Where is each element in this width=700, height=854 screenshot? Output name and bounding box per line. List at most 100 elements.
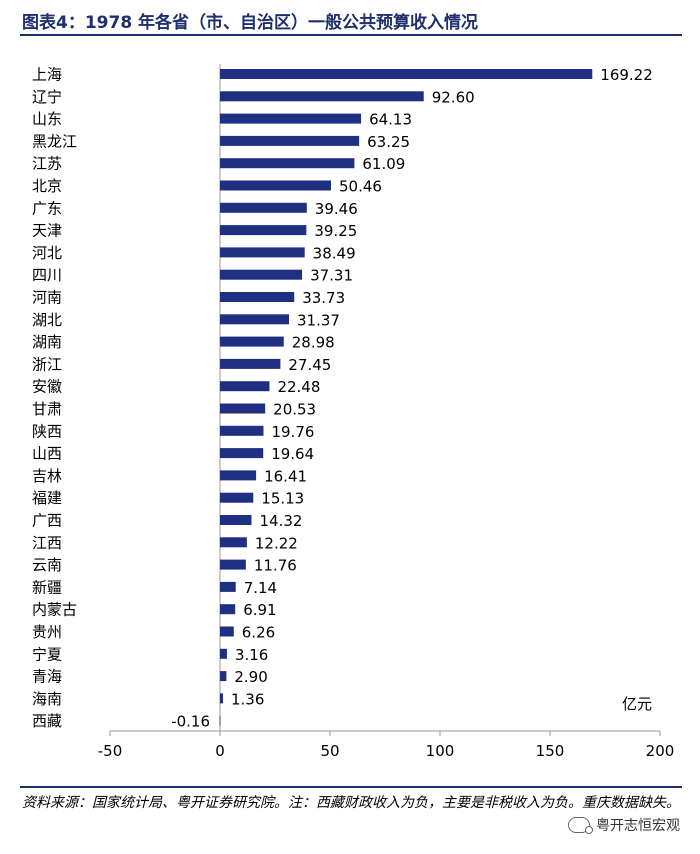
bar	[220, 626, 234, 637]
data-label: 6.91	[243, 601, 276, 619]
x-tick-label: 50	[320, 742, 339, 760]
bar	[220, 381, 270, 392]
data-label: 15.13	[261, 490, 304, 508]
category-label: 广东	[32, 199, 62, 217]
bar	[220, 358, 281, 369]
category-label: 山西	[32, 445, 62, 463]
x-tick-label: -50	[98, 742, 123, 760]
data-label: 7.14	[244, 579, 277, 597]
data-label: 1.36	[231, 690, 264, 708]
data-label: 3.16	[235, 646, 268, 664]
title-rule	[20, 34, 682, 36]
category-label: 江苏	[32, 155, 62, 173]
bar	[220, 671, 227, 682]
category-label: 贵州	[32, 623, 62, 641]
data-label: 33.73	[302, 289, 345, 307]
data-label: 63.25	[367, 133, 410, 151]
chart-title: 图表4：1978 年各省（市、自治区）一般公共预算收入情况	[22, 13, 479, 33]
category-label: 天津	[32, 222, 62, 240]
category-label: 黑龙江	[32, 132, 77, 150]
bar	[220, 292, 295, 302]
data-label: 61.09	[362, 155, 405, 173]
data-label: 169.22	[600, 66, 653, 84]
data-label: 16.41	[264, 467, 307, 485]
bar	[219, 715, 221, 726]
bar	[220, 135, 360, 146]
bar	[220, 581, 236, 592]
bar	[220, 269, 303, 280]
category-label: 广西	[32, 512, 62, 530]
unit-label: 亿元	[622, 695, 652, 713]
category-label: 海南	[32, 690, 62, 708]
bar	[220, 492, 254, 503]
data-label: 22.48	[277, 378, 320, 396]
category-label: 四川	[32, 266, 62, 284]
bar	[220, 202, 307, 213]
watermark: 粤开志恒宏观	[568, 815, 680, 835]
data-label: -0.16	[171, 713, 210, 731]
category-label: 辽宁	[32, 88, 62, 106]
x-tick-label: 0	[215, 742, 225, 760]
data-label: 12.22	[255, 534, 298, 552]
footer-rule	[20, 786, 682, 788]
bar	[220, 470, 257, 481]
category-label: 上海	[32, 66, 62, 84]
bar	[220, 559, 246, 570]
bar	[220, 425, 264, 436]
x-tick-label: 150	[536, 742, 565, 760]
wechat-icon	[568, 817, 593, 834]
bar	[220, 69, 593, 79]
bar	[220, 537, 247, 548]
data-label: 27.45	[288, 356, 331, 374]
bar	[220, 158, 355, 169]
category-label: 河北	[32, 244, 62, 262]
data-label: 2.90	[234, 668, 267, 686]
category-label: 宁夏	[32, 645, 62, 663]
x-tick-label: 100	[426, 742, 455, 760]
source-note: 资料来源：国家统计局、粤开证券研究院。注：西藏财政收入为负，主要是非税收入为负。…	[22, 795, 680, 811]
data-label: 28.98	[292, 334, 335, 352]
category-label: 新疆	[32, 578, 62, 596]
watermark-text: 粤开志恒宏观	[596, 818, 680, 834]
category-label: 湖北	[32, 311, 62, 329]
bar	[220, 604, 236, 615]
category-label: 甘肃	[32, 400, 62, 418]
data-label: 14.32	[260, 512, 303, 530]
data-label: 39.25	[314, 222, 357, 240]
category-label: 山东	[32, 110, 62, 128]
bar	[220, 225, 307, 236]
category-label: 吉林	[32, 467, 62, 485]
data-label: 20.53	[273, 401, 316, 419]
category-label: 西藏	[32, 712, 62, 730]
bar	[220, 113, 362, 124]
category-label: 浙江	[32, 355, 62, 373]
bar	[220, 648, 227, 659]
category-label: 湖南	[32, 333, 62, 351]
data-label: 11.76	[254, 557, 297, 575]
bar	[220, 403, 266, 414]
category-label: 内蒙古	[32, 601, 77, 619]
bar	[220, 448, 264, 459]
category-label: 河南	[32, 289, 62, 307]
category-label: 北京	[32, 177, 62, 195]
data-label: 19.76	[271, 423, 314, 441]
bar	[220, 693, 223, 704]
data-label: 39.46	[315, 200, 358, 218]
bar	[220, 247, 305, 258]
bar	[220, 180, 332, 191]
category-label: 云南	[32, 556, 62, 574]
category-label: 安徽	[32, 378, 62, 396]
data-label: 38.49	[313, 244, 356, 262]
category-label: 江西	[32, 534, 62, 552]
data-label: 37.31	[310, 267, 353, 285]
data-label: 92.60	[432, 88, 475, 106]
data-label: 64.13	[369, 111, 412, 129]
data-label: 31.37	[297, 311, 340, 329]
bar	[220, 91, 424, 102]
x-tick-label: 200	[646, 742, 675, 760]
data-label: 19.64	[271, 445, 314, 463]
category-label: 福建	[32, 489, 62, 507]
category-label: 陕西	[32, 422, 62, 440]
bar	[220, 515, 252, 525]
category-label: 青海	[32, 668, 62, 686]
